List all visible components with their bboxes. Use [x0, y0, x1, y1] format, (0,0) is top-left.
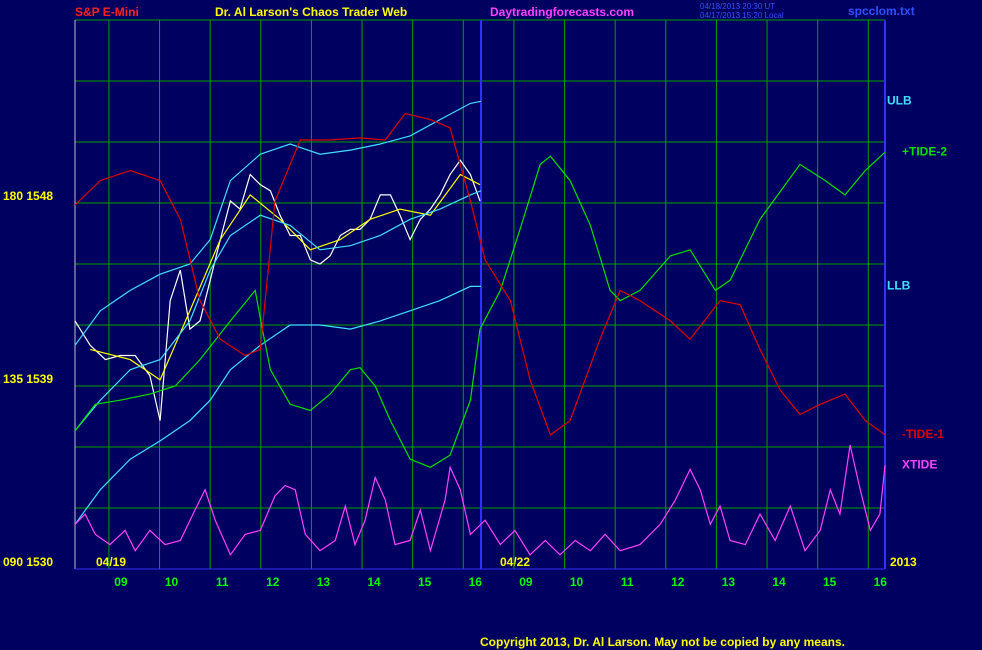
date-label: 2013 — [890, 555, 917, 569]
x-tick-label: 16 — [469, 575, 483, 589]
x-tick-label: 11 — [621, 575, 634, 589]
x-tick-label: 13 — [722, 575, 736, 589]
series-line — [74, 285, 481, 525]
y-tick-label: 180 1548 — [3, 189, 53, 203]
y-tick-label: 090 1530 — [3, 555, 53, 569]
series-line — [74, 190, 482, 432]
x-tick-label: 12 — [671, 575, 685, 589]
legend-label: +TIDE-2 — [902, 144, 947, 158]
x-tick-label: 12 — [266, 575, 280, 589]
legend-label: -TIDE-1 — [902, 427, 944, 441]
copyright: Copyright 2013, Dr. Al Larson. May not b… — [480, 635, 845, 649]
legend-label: XTIDE — [902, 457, 937, 471]
website: Daytradingforecasts.com — [490, 5, 634, 19]
timestamp: 04/18/2013 20:30 UT — [700, 2, 775, 11]
x-tick-label: 15 — [823, 575, 837, 589]
date-label: 04/19 — [96, 555, 126, 569]
legend-label: LLB — [887, 279, 911, 293]
y-tick-label: 135 1539 — [3, 372, 53, 386]
x-tick-label: 14 — [367, 575, 381, 589]
x-tick-label: 10 — [165, 575, 179, 589]
date-label: 04/22 — [500, 555, 530, 569]
x-tick-label: 15 — [418, 575, 432, 589]
x-tick-label: 09 — [114, 575, 128, 589]
x-tick-label: 09 — [519, 575, 533, 589]
series-line — [74, 444, 886, 557]
series-line — [74, 151, 886, 468]
x-tick-label: 16 — [874, 575, 888, 589]
series-line — [74, 100, 482, 346]
x-tick-label: 13 — [317, 575, 331, 589]
series-line — [74, 159, 481, 421]
legend-label: ULB — [887, 94, 912, 108]
timestamp: 04/17/2013 15:20 Local — [700, 11, 784, 20]
x-tick-label: 11 — [216, 575, 229, 589]
file-name: spcclom.txt — [848, 4, 915, 18]
x-tick-label: 14 — [772, 575, 786, 589]
series-line — [74, 112, 886, 436]
x-tick-label: 10 — [570, 575, 584, 589]
symbol: S&P E-Mini — [75, 5, 139, 19]
chart-title: Dr. Al Larson's Chaos Trader Web — [215, 5, 407, 19]
